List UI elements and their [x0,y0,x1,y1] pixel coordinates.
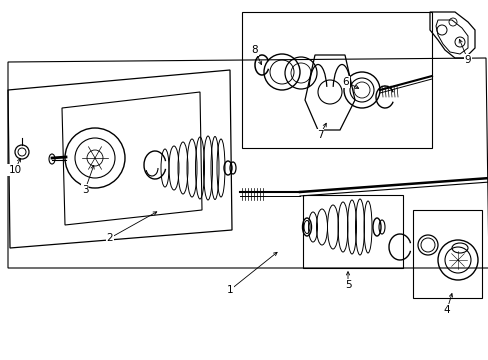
Text: 1: 1 [226,285,233,295]
Text: 9: 9 [464,55,470,65]
Text: 3: 3 [81,185,88,195]
Text: 7: 7 [316,130,323,140]
Text: 10: 10 [8,165,21,175]
Text: 6: 6 [342,77,348,87]
Text: 2: 2 [106,233,113,243]
Text: 8: 8 [251,45,258,55]
Text: 5: 5 [344,280,350,290]
Text: 4: 4 [443,305,449,315]
